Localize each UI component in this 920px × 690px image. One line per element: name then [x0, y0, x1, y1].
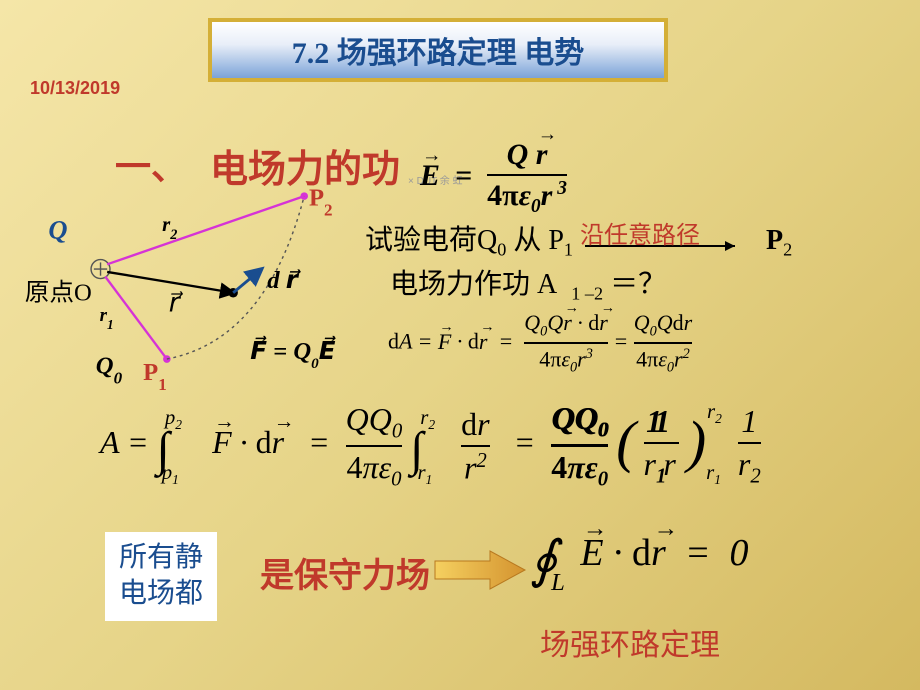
line2: 电场都 — [119, 576, 203, 612]
formula-dA: dA = F · dr = Q0Qr · dr 4πε0r3 = Q0Qdr 4… — [388, 310, 692, 377]
svg-text:r1: r1 — [100, 305, 114, 332]
formula-E: E = Q r 4πε0r 3 — [420, 138, 567, 218]
box-all-electrostatic: 所有静 电场都 — [105, 532, 217, 621]
conservative-label: 是保守力场 — [260, 548, 430, 597]
svg-text:原点O: 原点O — [25, 278, 92, 306]
work-question: 电场力作功 A 1 –2 ＝？ — [390, 262, 666, 305]
sentence-test-charge: 试验电荷Q0 从 P1 P2 — [365, 218, 792, 261]
formula-A-integral: A = ∫p1p2 F · dr = QQ0 4πε0 ∫r1r2 dr r2 … — [100, 400, 761, 492]
along-path-label: 沿任意路径 — [580, 215, 700, 250]
big-arrow-icon — [430, 545, 530, 595]
title-bar: 7.2 场强环路定理 电势 — [208, 18, 668, 82]
svg-text:d r⃗: d r⃗ — [267, 267, 301, 294]
svg-text:Q: Q — [48, 215, 67, 245]
text: 从 P — [513, 225, 564, 256]
svg-text:r2: r2 — [162, 212, 177, 243]
sub: 0 — [497, 240, 506, 260]
svg-text:r⃗: r⃗ — [169, 288, 184, 318]
page-title: 7.2 场强环路定理 电势 — [292, 28, 585, 72]
loop-theorem-name: 场强环路定理 — [540, 620, 720, 664]
vector-diagram: Q 原点O r1 Q0 P1 P2 r2 r⃗ d r⃗ F⃗ = Q0E⃗ — [20, 178, 380, 398]
svg-text:Q0: Q0 — [96, 352, 123, 386]
text: 电场力作功 A — [390, 269, 557, 300]
svg-text:F⃗ = Q0E⃗: F⃗ = Q0E⃗ — [250, 336, 336, 372]
formula-loop-integral: ∮L E · dr = 0 — [530, 530, 749, 590]
svg-text:P1: P1 — [143, 359, 167, 394]
text: ＝？ — [610, 269, 666, 300]
svg-text:P2: P2 — [309, 185, 333, 220]
date-label: 10/13/2019 — [30, 78, 120, 99]
text: 试验电荷Q — [365, 225, 497, 256]
p2-label: P — [766, 225, 783, 256]
line1: 所有静 — [119, 540, 203, 576]
